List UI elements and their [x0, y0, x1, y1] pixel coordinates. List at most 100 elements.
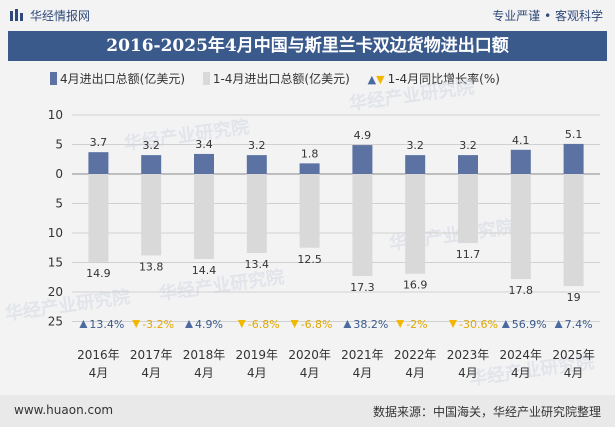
growth-up-marker-2: [185, 320, 193, 328]
x-tick-year-9: 2025年: [552, 348, 595, 362]
x-tick-year-4: 2020年: [288, 348, 331, 362]
growth-up-marker-9: [554, 320, 563, 328]
x-tick-year-0: 2016年: [77, 348, 120, 362]
x-tick-year-5: 2021年: [341, 348, 384, 362]
legend-swatch-ytd: [202, 72, 210, 85]
x-tick-month-3: 4月: [247, 366, 267, 380]
data-label-april-7: 3.2: [459, 139, 477, 152]
bar-april-9: [563, 143, 584, 174]
growth-label-4: -6.8%: [301, 318, 333, 331]
site-logo[interactable]: 华经情报网: [10, 7, 90, 24]
data-label-ytd-3: 13.4: [245, 258, 270, 271]
data-label-ytd-1: 13.8: [139, 260, 164, 273]
y-tick-label-7: 25: [48, 315, 63, 329]
growth-down-marker-4: [290, 320, 299, 328]
growth-label-7: -30.6%: [459, 318, 498, 331]
top-bar: 华经情报网 专业严谨 • 客观科学: [0, 0, 615, 30]
growth-up-marker-8: [501, 320, 510, 328]
chart-title: 2016-2025年4月中国与斯里兰卡双边货物进出口额: [8, 31, 607, 61]
legend-up-triangle-icon: ▲: [367, 73, 377, 86]
bar-april-4: [299, 163, 320, 174]
growth-label-9: 7.4%: [565, 318, 593, 331]
logo-text: 华经情报网: [30, 9, 91, 23]
bar-april-2: [194, 153, 214, 174]
y-tick-label-5: 15: [48, 256, 63, 270]
data-label-april-2: 3.4: [195, 138, 213, 151]
x-tick-year-8: 2024年: [500, 348, 543, 362]
legend-item-ytd: 1-4月进出口总额(亿美元): [202, 70, 350, 87]
data-label-april-3: 3.2: [248, 139, 266, 152]
bar-april-7: [458, 155, 478, 174]
data-label-ytd-9: 19: [567, 291, 581, 304]
x-tick-month-4: 4月: [300, 366, 320, 380]
data-label-ytd-4: 12.5: [297, 253, 322, 266]
y-tick-label-1: 5: [55, 138, 63, 152]
bar-ytd-3: [246, 174, 267, 254]
footer: www.huaon.com 数据来源：中国海关，华经产业研究院整理: [0, 395, 615, 427]
bar-ytd-8: [510, 174, 531, 280]
bar-april-6: [405, 155, 426, 174]
footer-source: 数据来源：中国海关，华经产业研究院整理: [372, 405, 601, 419]
bar-ytd-9: [563, 174, 584, 287]
bar-april-1: [141, 155, 162, 174]
growth-label-3: -6.8%: [248, 318, 280, 331]
x-tick-month-6: 4月: [405, 366, 425, 380]
bar-ytd-7: [458, 174, 478, 244]
legend-down-triangle-icon: ▼: [376, 73, 385, 86]
bar-ytd-0: [88, 174, 109, 262]
logo-icon: [10, 9, 23, 21]
x-tick-year-2: 2018年: [183, 348, 226, 362]
x-tick-month-1: 4月: [141, 366, 161, 380]
data-label-april-0: 3.7: [90, 136, 108, 149]
x-tick-month-8: 4月: [511, 366, 531, 380]
data-label-ytd-5: 17.3: [350, 281, 375, 294]
growth-label-5: 38.2%: [353, 318, 388, 331]
x-tick-year-6: 2022年: [394, 348, 437, 362]
growth-label-2: 4.9%: [195, 318, 223, 331]
x-tick-month-7: 4月: [458, 366, 478, 380]
data-label-april-4: 1.8: [301, 147, 319, 160]
growth-down-marker-3: [237, 320, 246, 328]
x-tick-year-1: 2017年: [130, 348, 173, 362]
growth-label-8: 56.9%: [512, 318, 547, 331]
y-tick-label-4: 10: [48, 226, 63, 240]
bar-ytd-2: [194, 174, 214, 259]
growth-label-1: -3.2%: [142, 318, 174, 331]
x-tick-month-2: 4月: [194, 366, 214, 380]
growth-down-marker-1: [132, 320, 141, 328]
data-label-ytd-8: 17.8: [509, 284, 534, 297]
bar-april-3: [246, 155, 267, 174]
bar-april-5: [352, 145, 373, 174]
data-label-april-9: 5.1: [565, 128, 583, 141]
data-label-april-5: 4.9: [354, 129, 372, 142]
footer-site[interactable]: www.huaon.com: [14, 403, 114, 417]
x-tick-year-3: 2019年: [236, 348, 279, 362]
data-label-ytd-7: 11.7: [456, 248, 481, 261]
growth-label-0: 13.4%: [89, 318, 124, 331]
growth-up-marker-0: [79, 320, 88, 328]
tagline: 专业严谨 • 客观科学: [492, 9, 603, 23]
y-tick-label-3: 5: [55, 197, 63, 211]
watermark-text-1: 华经产业研究院: [348, 76, 476, 115]
data-label-april-8: 4.1: [512, 134, 530, 147]
legend-item-growth: ▲▼ 1-4月同比增长率(%): [368, 70, 500, 87]
bar-ytd-1: [141, 174, 162, 256]
watermark-text-3: 华经产业研究院: [158, 266, 286, 305]
data-label-ytd-2: 14.4: [192, 264, 217, 277]
growth-up-marker-5: [343, 320, 352, 328]
x-tick-month-5: 4月: [353, 366, 373, 380]
data-label-april-6: 3.2: [406, 139, 424, 152]
x-tick-month-0: 4月: [89, 366, 109, 380]
x-tick-year-7: 2023年: [447, 348, 490, 362]
growth-down-marker-6: [396, 320, 405, 328]
growth-down-marker-7: [449, 320, 457, 328]
legend-item-april: 4月进出口总额(亿美元): [50, 70, 185, 87]
bar-april-8: [510, 149, 531, 174]
legend-label-april: 4月进出口总额(亿美元): [60, 72, 185, 86]
growth-label-6: -2%: [406, 318, 427, 331]
legend-label-growth: 1-4月同比增长率(%): [387, 72, 500, 86]
bar-ytd-6: [405, 174, 426, 274]
y-tick-label-0: 10: [48, 108, 63, 122]
y-tick-label-2: 0: [55, 167, 63, 181]
legend: 4月进出口总额(亿美元) 1-4月进出口总额(亿美元) ▲▼ 1-4月同比增长率(…: [50, 70, 514, 87]
